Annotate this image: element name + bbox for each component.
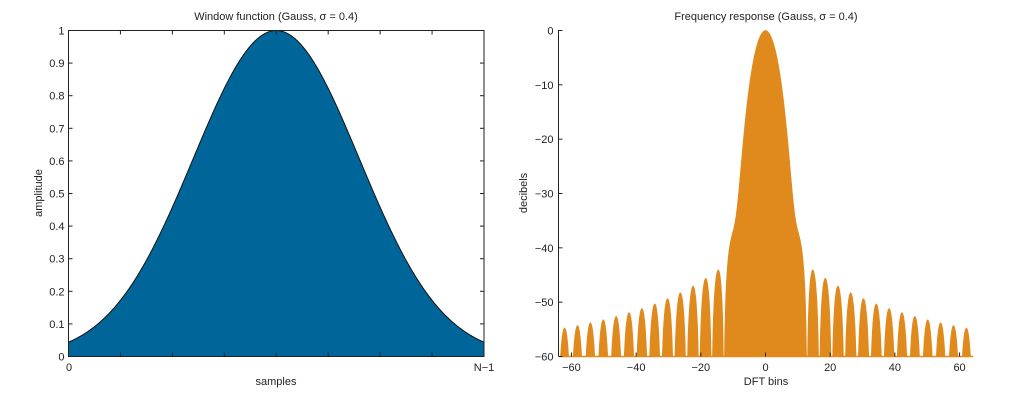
y-tick-label: −20 xyxy=(535,134,554,146)
right-x-axis-label: DFT bins xyxy=(744,376,789,388)
y-tick-label: 0.5 xyxy=(49,189,64,201)
x-tick-label: −40 xyxy=(627,362,646,374)
window-area xyxy=(68,29,485,357)
y-tick-label: 0.6 xyxy=(49,156,64,168)
right-chart-title: Frequency response (Gauss, σ = 0.4) xyxy=(674,11,857,23)
x-tick-label: 0 xyxy=(66,362,72,374)
left-x-axis-label: samples xyxy=(256,376,297,388)
response-area xyxy=(558,30,973,357)
x-tick-label: N−1 xyxy=(474,362,495,374)
left-chart-title: Window function (Gauss, σ = 0.4) xyxy=(194,11,358,23)
y-tick-label: −60 xyxy=(535,352,554,364)
y-tick-label: 0.1 xyxy=(49,319,64,331)
frequency-response-chart: Frequency response (Gauss, σ = 0.4) 0 −10… xyxy=(518,11,973,388)
y-tick-label: −30 xyxy=(535,189,554,201)
y-tick-label: 0.8 xyxy=(49,91,64,103)
x-tick-label: −20 xyxy=(691,362,710,374)
x-tick-label: −60 xyxy=(562,362,581,374)
y-tick-label: 0.9 xyxy=(49,58,64,70)
y-tick-label: −40 xyxy=(535,243,554,255)
window-function-chart: Window function (Gauss, σ = 0.4) 0 0.1 0.2… xyxy=(33,11,494,388)
x-tick-label: 20 xyxy=(824,362,836,374)
y-tick-label: −10 xyxy=(535,80,554,92)
x-tick-label: 0 xyxy=(762,362,768,374)
y-tick-label: −50 xyxy=(535,297,554,309)
y-tick-label: 0.7 xyxy=(49,123,64,135)
y-tick-label: 1 xyxy=(58,26,64,38)
y-tick-label: 0 xyxy=(547,26,553,38)
x-tick-label: 40 xyxy=(889,362,901,374)
right-y-axis-label: decibels xyxy=(518,172,530,213)
left-y-axis-label: amplitude xyxy=(33,169,45,217)
y-tick-label: 0.2 xyxy=(49,286,64,298)
y-tick-label: 0.4 xyxy=(49,221,64,233)
y-tick-label: 0.3 xyxy=(49,254,64,266)
y-tick-label: 0 xyxy=(58,352,64,364)
x-tick-label: 60 xyxy=(953,362,965,374)
